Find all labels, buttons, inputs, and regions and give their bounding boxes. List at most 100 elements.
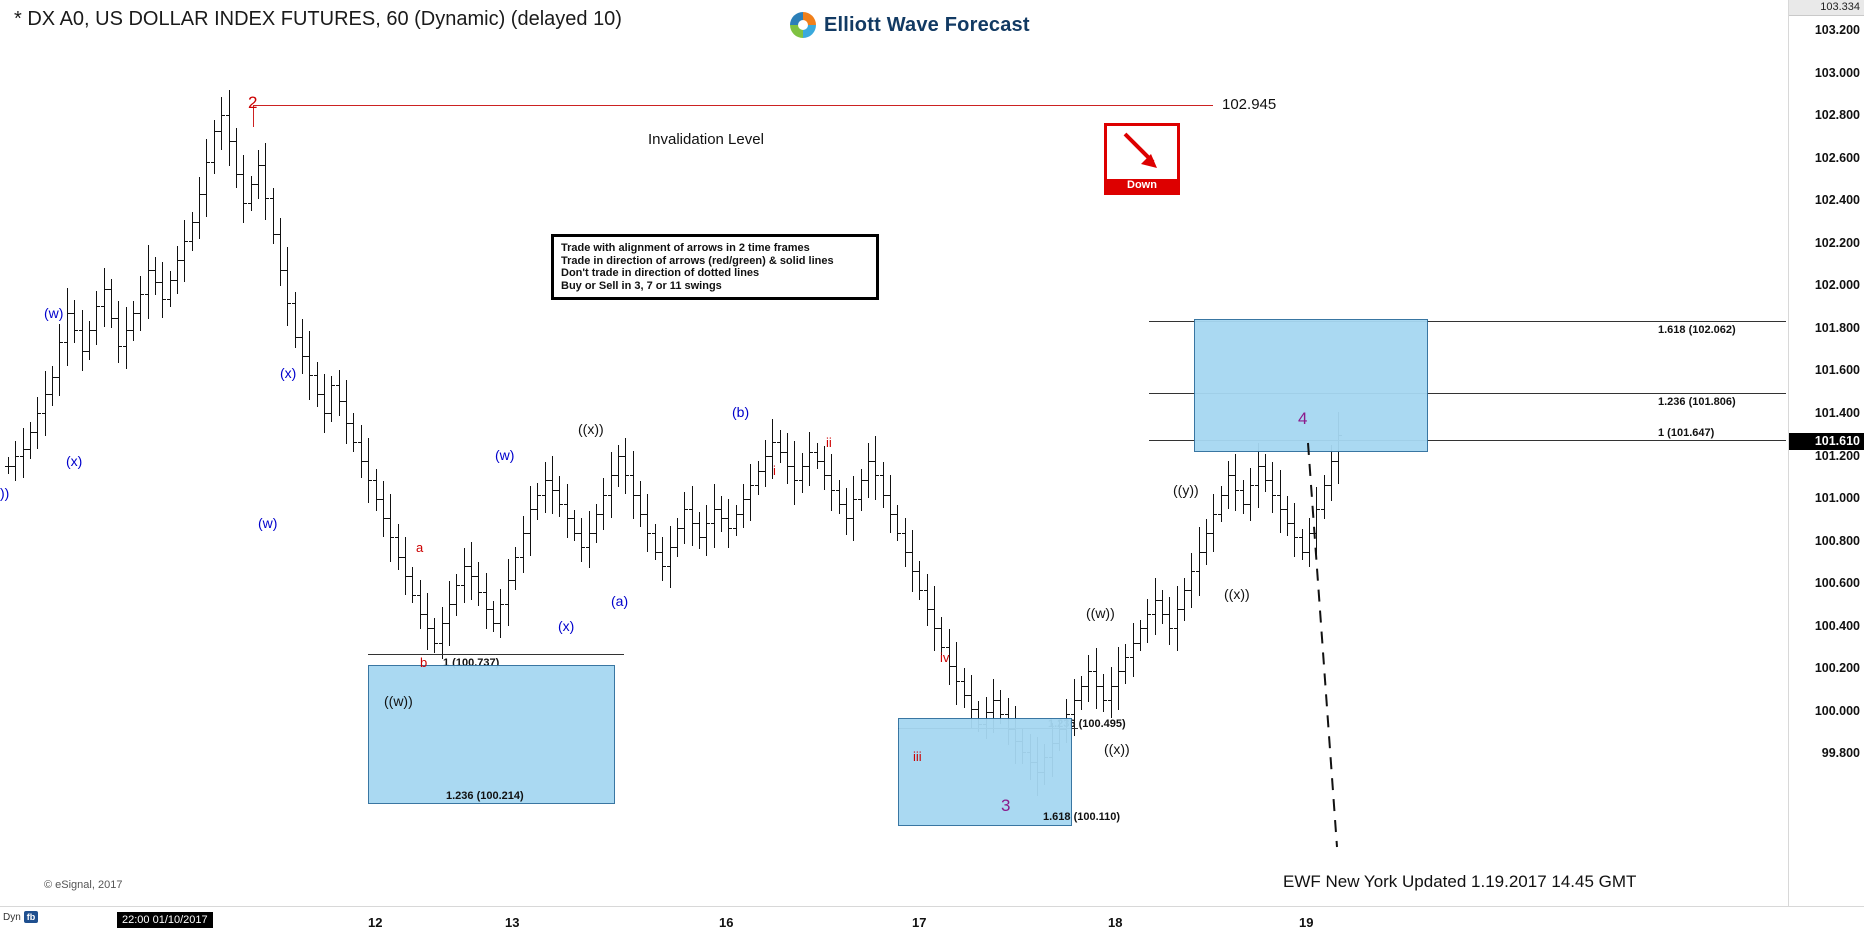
wave-label-15: iv <box>940 650 950 665</box>
price-bar <box>867 442 869 499</box>
projection-overlay <box>1307 442 1338 848</box>
bar-close-tick <box>714 508 718 510</box>
axis-tick-102-000: 102.000 <box>1814 278 1860 293</box>
dyn-indicator: Dyn fb <box>3 911 39 923</box>
bar-open-tick <box>615 475 619 477</box>
price-bar <box>177 245 179 295</box>
down-arrow-icon <box>1123 132 1157 168</box>
price-bar <box>713 484 715 548</box>
bar-close-tick <box>802 465 806 467</box>
bar-open-tick <box>232 140 236 142</box>
bar-close-tick <box>589 532 593 534</box>
axis-tick-100-600: 100.600 <box>1814 576 1860 591</box>
bar-open-tick <box>269 198 273 200</box>
price-bar <box>434 618 436 653</box>
bar-open-tick <box>490 609 494 611</box>
bar-open-tick <box>828 475 832 477</box>
time-label-13: 13 <box>505 915 520 930</box>
price-bar <box>213 119 215 175</box>
bar-close-tick <box>9 465 12 467</box>
bar-close-tick <box>23 449 27 451</box>
time-label-18: 18 <box>1108 915 1123 930</box>
bar-open-tick <box>1114 685 1118 687</box>
bar-open-tick <box>27 449 31 451</box>
bar-close-tick <box>949 666 953 668</box>
bar-close-tick <box>611 475 615 477</box>
bar-close-tick <box>832 489 836 491</box>
price-bar <box>1132 622 1134 677</box>
bar-open-tick <box>894 513 898 515</box>
time-axis[interactable]: Dyn fb 22:00 01/10/2017 12 13 16 17 18 19 <box>0 906 1864 942</box>
price-bar <box>1191 552 1193 609</box>
invalidation-price: 102.945 <box>1222 96 1277 113</box>
bar-open-tick <box>651 532 655 534</box>
price-bar <box>485 572 487 629</box>
chart-title: * DX A0, US DOLLAR INDEX FUTURES, 60 (Dy… <box>14 8 622 30</box>
bar-close-tick <box>905 551 909 553</box>
wave-label-5: (x) <box>280 365 297 381</box>
bar-open-tick <box>1195 570 1199 572</box>
bar-close-tick <box>398 556 402 558</box>
price-bar <box>360 425 362 478</box>
axis-tick-101-200: 101.200 <box>1814 448 1860 463</box>
bar-open-tick <box>423 613 427 615</box>
bar-open-tick <box>262 164 266 166</box>
price-bar <box>74 299 76 343</box>
bar-open-tick <box>1188 590 1192 592</box>
bar-close-tick <box>325 413 329 415</box>
bar-close-tick <box>626 475 630 477</box>
bar-close-tick <box>1236 489 1240 491</box>
bar-open-tick <box>960 680 964 682</box>
bar-open-tick <box>879 475 883 477</box>
bar-open-tick <box>673 547 677 549</box>
price-bar <box>934 586 936 652</box>
bar-open-tick <box>284 269 288 271</box>
bar-open-tick <box>254 183 258 185</box>
axis-tick-102-800: 102.800 <box>1814 108 1860 123</box>
price-bar <box>853 476 855 542</box>
bar-close-tick <box>405 575 409 577</box>
bar-open-tick <box>622 456 626 458</box>
bar-open-tick <box>607 494 611 496</box>
bar-open-tick <box>159 281 163 283</box>
bar-close-tick <box>229 140 233 142</box>
bar-close-tick <box>288 303 292 305</box>
price-bar <box>765 439 767 488</box>
bar-close-tick <box>1295 537 1299 539</box>
price-bar <box>1110 667 1112 719</box>
bar-close-tick <box>1207 532 1211 534</box>
price-bar <box>809 431 811 486</box>
price-bar <box>309 331 311 400</box>
bar-close-tick <box>361 461 365 463</box>
bar-close-tick <box>97 305 101 307</box>
bar-open-tick <box>556 489 560 491</box>
bar-open-tick <box>1151 613 1155 615</box>
axis-tick-101-800: 101.800 <box>1814 320 1860 335</box>
bar-open-tick <box>644 513 648 515</box>
price-bar <box>59 323 61 396</box>
bar-open-tick <box>1225 494 1229 496</box>
price-bar <box>449 581 450 647</box>
price-bar <box>515 546 517 591</box>
bar-open-tick <box>1247 504 1251 506</box>
bar-open-tick <box>63 341 67 343</box>
bar-open-tick <box>1129 656 1133 658</box>
price-bar <box>324 374 326 434</box>
invalidation-line <box>253 105 1213 106</box>
wave-label-2: (x) <box>66 453 83 469</box>
price-bar <box>647 493 649 553</box>
price-axis[interactable]: 103.334 103.200 103.000 102.800 102.600 102.… <box>1788 0 1864 906</box>
bar-close-tick <box>354 441 358 443</box>
bar-close-tick <box>1258 465 1262 467</box>
price-bar <box>963 667 965 709</box>
price-bar <box>507 559 509 626</box>
bar-open-tick <box>1298 537 1302 539</box>
bar-open-tick <box>923 590 927 592</box>
price-bar <box>787 433 789 484</box>
bar-close-tick <box>67 312 71 314</box>
bar-close-tick <box>538 494 542 496</box>
bar-open-tick <box>585 547 589 549</box>
bar-close-tick <box>192 222 196 224</box>
bar-close-tick <box>1192 570 1196 572</box>
bar-close-tick <box>839 504 843 506</box>
